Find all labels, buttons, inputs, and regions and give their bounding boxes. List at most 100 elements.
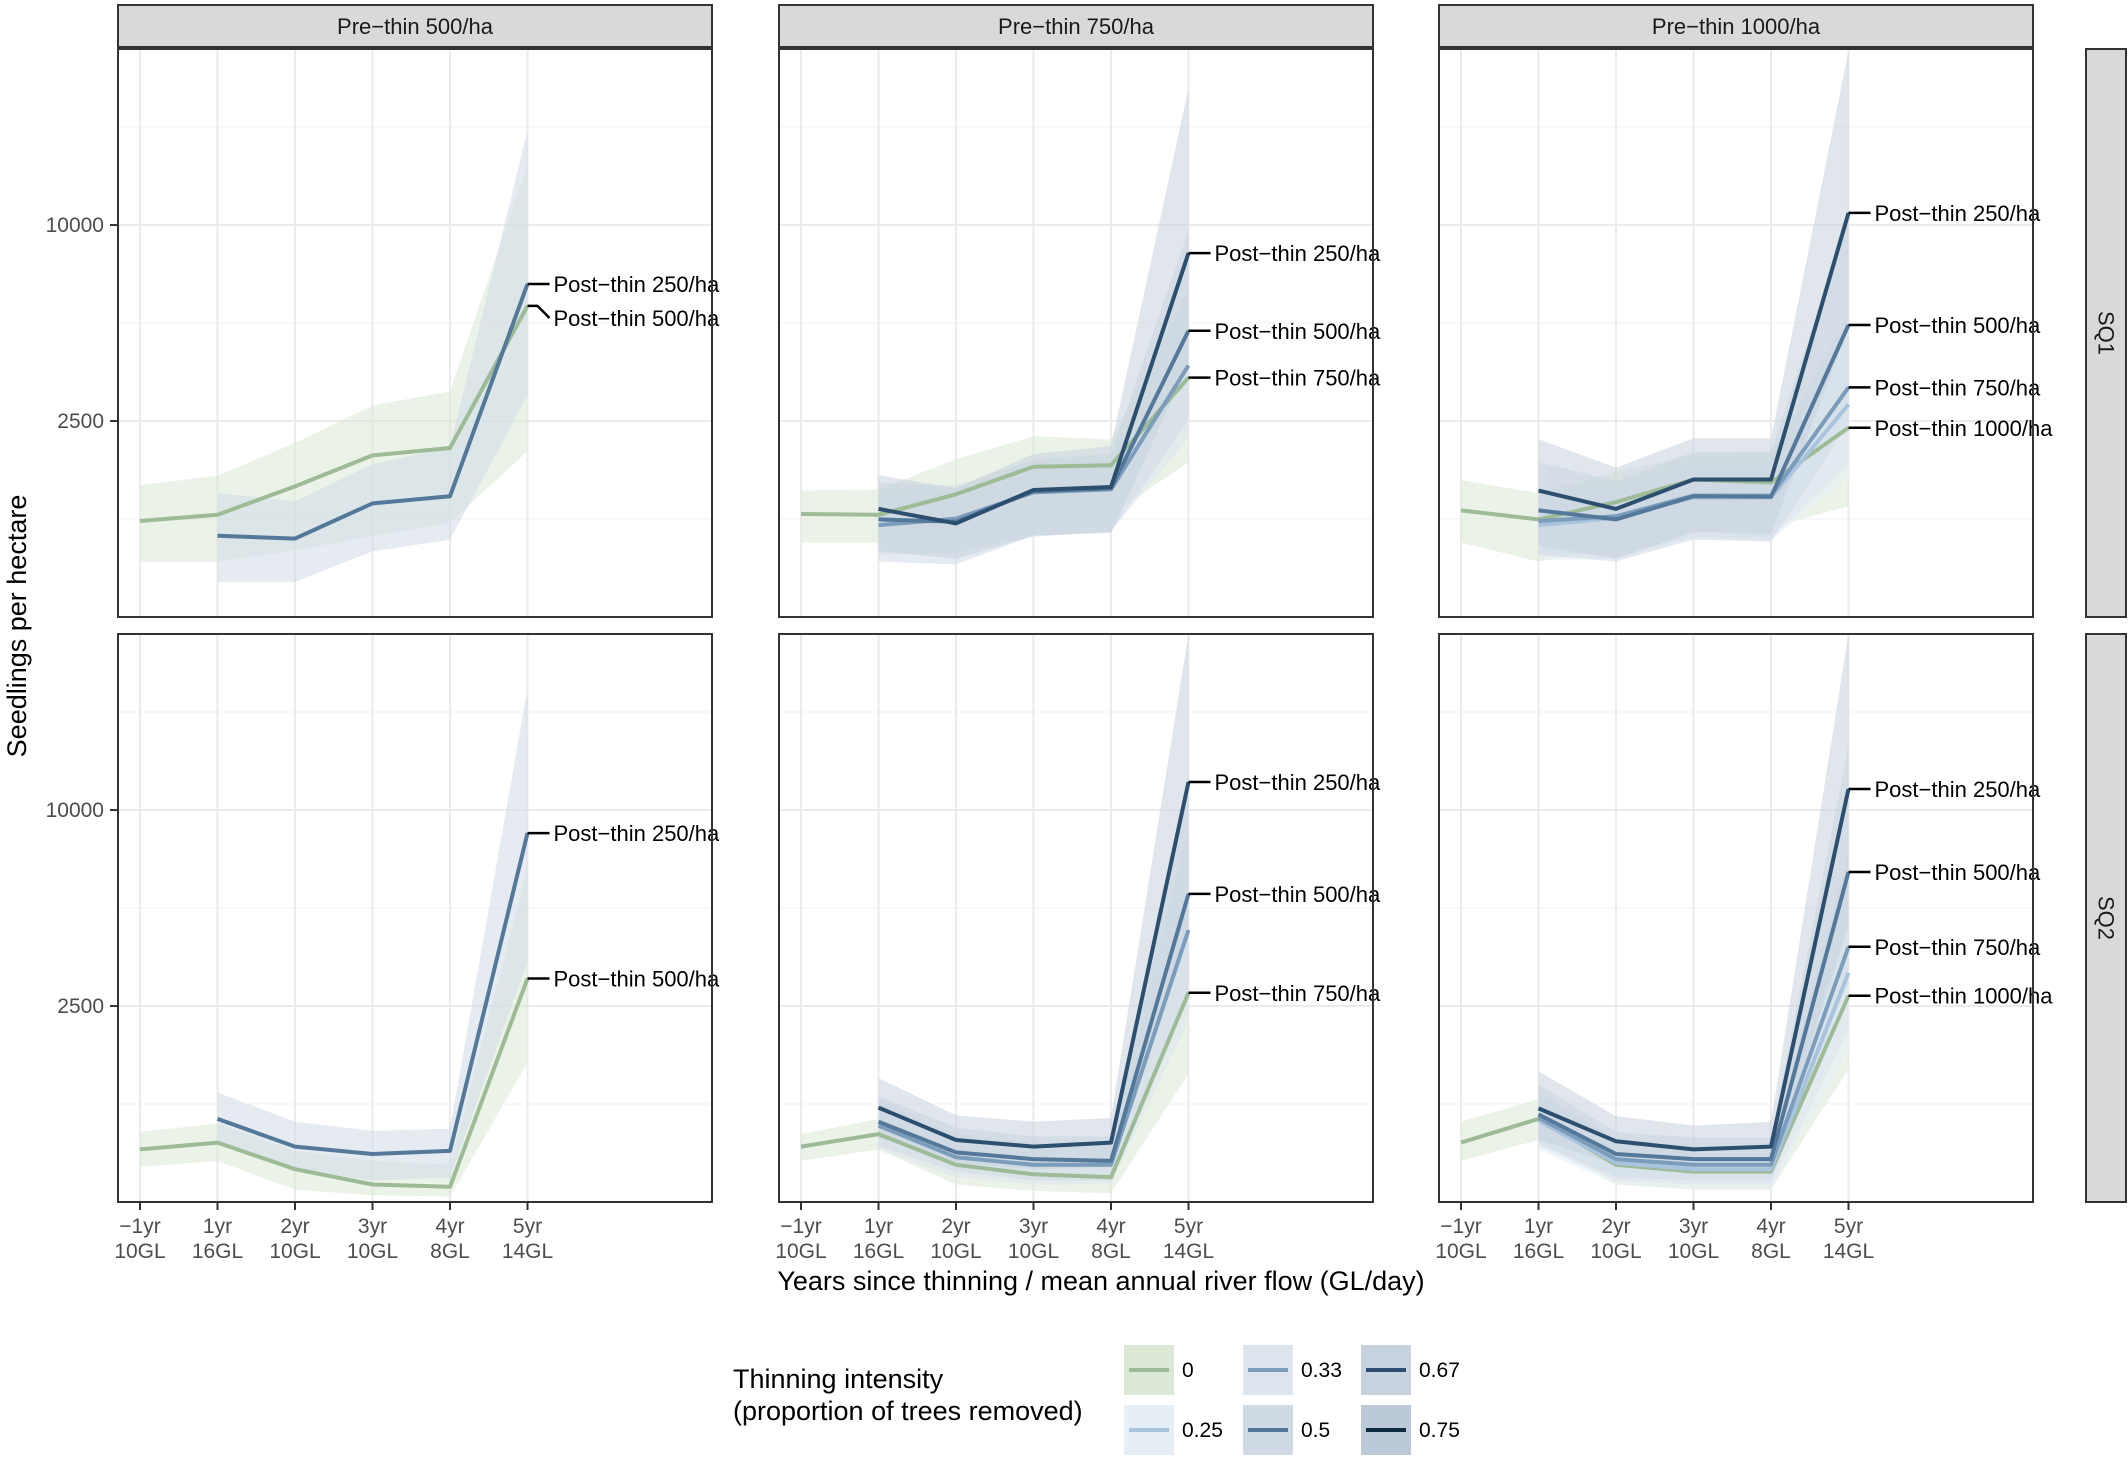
x-tick-label-flow: 8GL [1091,1240,1131,1263]
legend-label: 0.33 [1301,1359,1342,1382]
x-tick-label-years: 3yr [358,1215,387,1238]
x-tick-label-years: −1yr [1440,1215,1481,1238]
x-axis-title: Years since thinning / mean annual river… [777,1266,1424,1296]
series-line-intensity-0-5 [217,283,530,541]
facet-strip-column [778,4,1374,48]
series-line-intensity-0 [139,304,530,523]
panel-border [1438,633,2034,1203]
legend-title: Thinning intensity [733,1364,944,1394]
series-line-intensity-0-33 [877,929,1191,1167]
ribbon-intensity-0-5 [217,130,528,582]
facet-strip-column [117,4,713,48]
facet-panel: Post−thin 250/ha Post−thin 500/ha Post−thi… [1438,48,2054,618]
series-annotation: Post−thin 500/ha [1215,882,1382,907]
series-line-intensity-0 [1460,994,1851,1174]
y-tick-label: 10000 [46,214,104,237]
facet-panel: Post−thin 250/ha Post−thin 500/ha [117,48,721,618]
x-tick-label-years: 1yr [203,1215,232,1238]
x-tick-label-years: 2yr [1601,1215,1630,1238]
x-tick-label-flow: 14GL [1823,1240,1874,1263]
series-annotation: Post−thin 250/ha [1875,777,2042,802]
facet-strip-row [2085,633,2127,1203]
plot-area [139,130,530,582]
x-tick-label-flow: 16GL [192,1240,243,1263]
x-tick-label-years: 3yr [1019,1215,1048,1238]
series-line-intensity-0-67 [1538,212,1851,511]
x-tick-label-years: 4yr [1096,1215,1125,1238]
x-tick-label-years: 4yr [435,1215,464,1238]
x-tick-label-flow: 14GL [502,1240,553,1263]
series-line-intensity-0 [1460,426,1850,522]
plot-area [800,634,1191,1194]
x-tick-label-years: 1yr [864,1215,893,1238]
series-annotation: Post−thin 500/ha [554,306,721,331]
ribbon-intensity-0-67 [878,634,1189,1170]
facet-panel: Post−thin 250/ha Post−thin 500/ha Post−thi… [1438,633,2054,1203]
x-tick-label-flow: 10GL [1435,1240,1486,1263]
y-tick-label: 2500 [57,410,104,433]
plot-area [1460,634,1851,1190]
x-tick-label-flow: 10GL [269,1240,320,1263]
facet-strip-label: Pre−thin 1000/ha [1652,14,1821,39]
series-line-intensity-0 [139,977,530,1189]
x-tick-label-flow: 10GL [930,1240,981,1263]
panel-background [118,634,712,1202]
y-tick-label: 10000 [46,799,104,822]
x-tick-label-flow: 8GL [1751,1240,1791,1263]
annotation-leader [527,304,551,319]
legend-label: 0.75 [1419,1419,1460,1442]
x-tick-label-flow: 10GL [1008,1240,1059,1263]
legend: Thinning intensity(proportion of trees r… [733,1345,1460,1455]
x-tick-label-flow: 8GL [430,1240,470,1263]
series-annotation: Post−thin 250/ha [554,272,721,297]
facet-strip-label: Pre−thin 500/ha [337,14,494,39]
series-line-intensity-0-5 [216,832,530,1156]
ribbon-intensity-0-67 [1538,50,1849,559]
x-tick-label-years: 5yr [1174,1215,1203,1238]
series-line-intensity-0-67 [1537,788,1851,1152]
series-annotation: Post−thin 500/ha [1215,319,1382,344]
x-tick-label-flow: 10GL [114,1240,165,1263]
x-tick-label-flow: 14GL [1163,1240,1214,1263]
ribbon-intensity-0 [140,869,528,1197]
facet-panel: Post−thin 250/ha Post−thin 500/ha Post−thi… [778,48,1382,618]
series-annotation: Post−thin 750/ha [1875,375,2042,400]
series-annotation: Post−thin 500/ha [1875,313,2042,338]
legend-title: (proportion of trees removed) [733,1396,1083,1426]
series-line-intensity-0-67 [877,781,1191,1149]
x-tick-label-flow: 16GL [1513,1240,1564,1263]
panel-border [1438,48,2034,618]
series-line-intensity-0 [800,992,1191,1180]
y-tick-label: 2500 [57,995,104,1018]
x-tick-label-years: 5yr [1834,1215,1863,1238]
series-annotation: Post−thin 1000/ha [1875,984,2054,1009]
series-line-intensity-0-5 [877,893,1191,1163]
series-annotation: Post−thin 1000/ha [1875,416,2054,441]
plot-area [139,688,530,1197]
series-annotation: Post−thin 250/ha [1215,241,1382,266]
series-annotation: Post−thin 500/ha [554,967,721,992]
y-axis-title: Seedlings per hectare [2,495,32,758]
panel-border [117,633,713,1203]
series-line-intensity-0-5 [1538,324,1851,522]
legend-label: 0.67 [1419,1359,1460,1382]
series-annotation: Post−thin 250/ha [1215,770,1382,795]
x-tick-label-years: 1yr [1524,1215,1553,1238]
series-annotation: Post−thin 750/ha [1215,981,1382,1006]
series-line-intensity-0-67 [878,252,1191,526]
series-line-intensity-0-5 [1537,871,1851,1162]
legend-label: 0.5 [1301,1419,1330,1442]
x-tick-label-years: 5yr [513,1215,542,1238]
series-line-intensity-0-25 [1537,972,1851,1172]
series-annotation: Post−thin 250/ha [1875,201,2042,226]
x-tick-label-years: 3yr [1679,1215,1708,1238]
series-annotation: Post−thin 750/ha [1875,935,2042,960]
series-annotation: Post−thin 500/ha [1875,860,2042,885]
facet-strip-label: Pre−thin 750/ha [998,14,1155,39]
facet-strip-row-label: SQ1 [2094,311,2119,355]
panel-border [117,48,713,618]
plot-area [800,88,1191,565]
x-tick-label-flow: 10GL [775,1240,826,1263]
plot-area [1460,50,1851,562]
